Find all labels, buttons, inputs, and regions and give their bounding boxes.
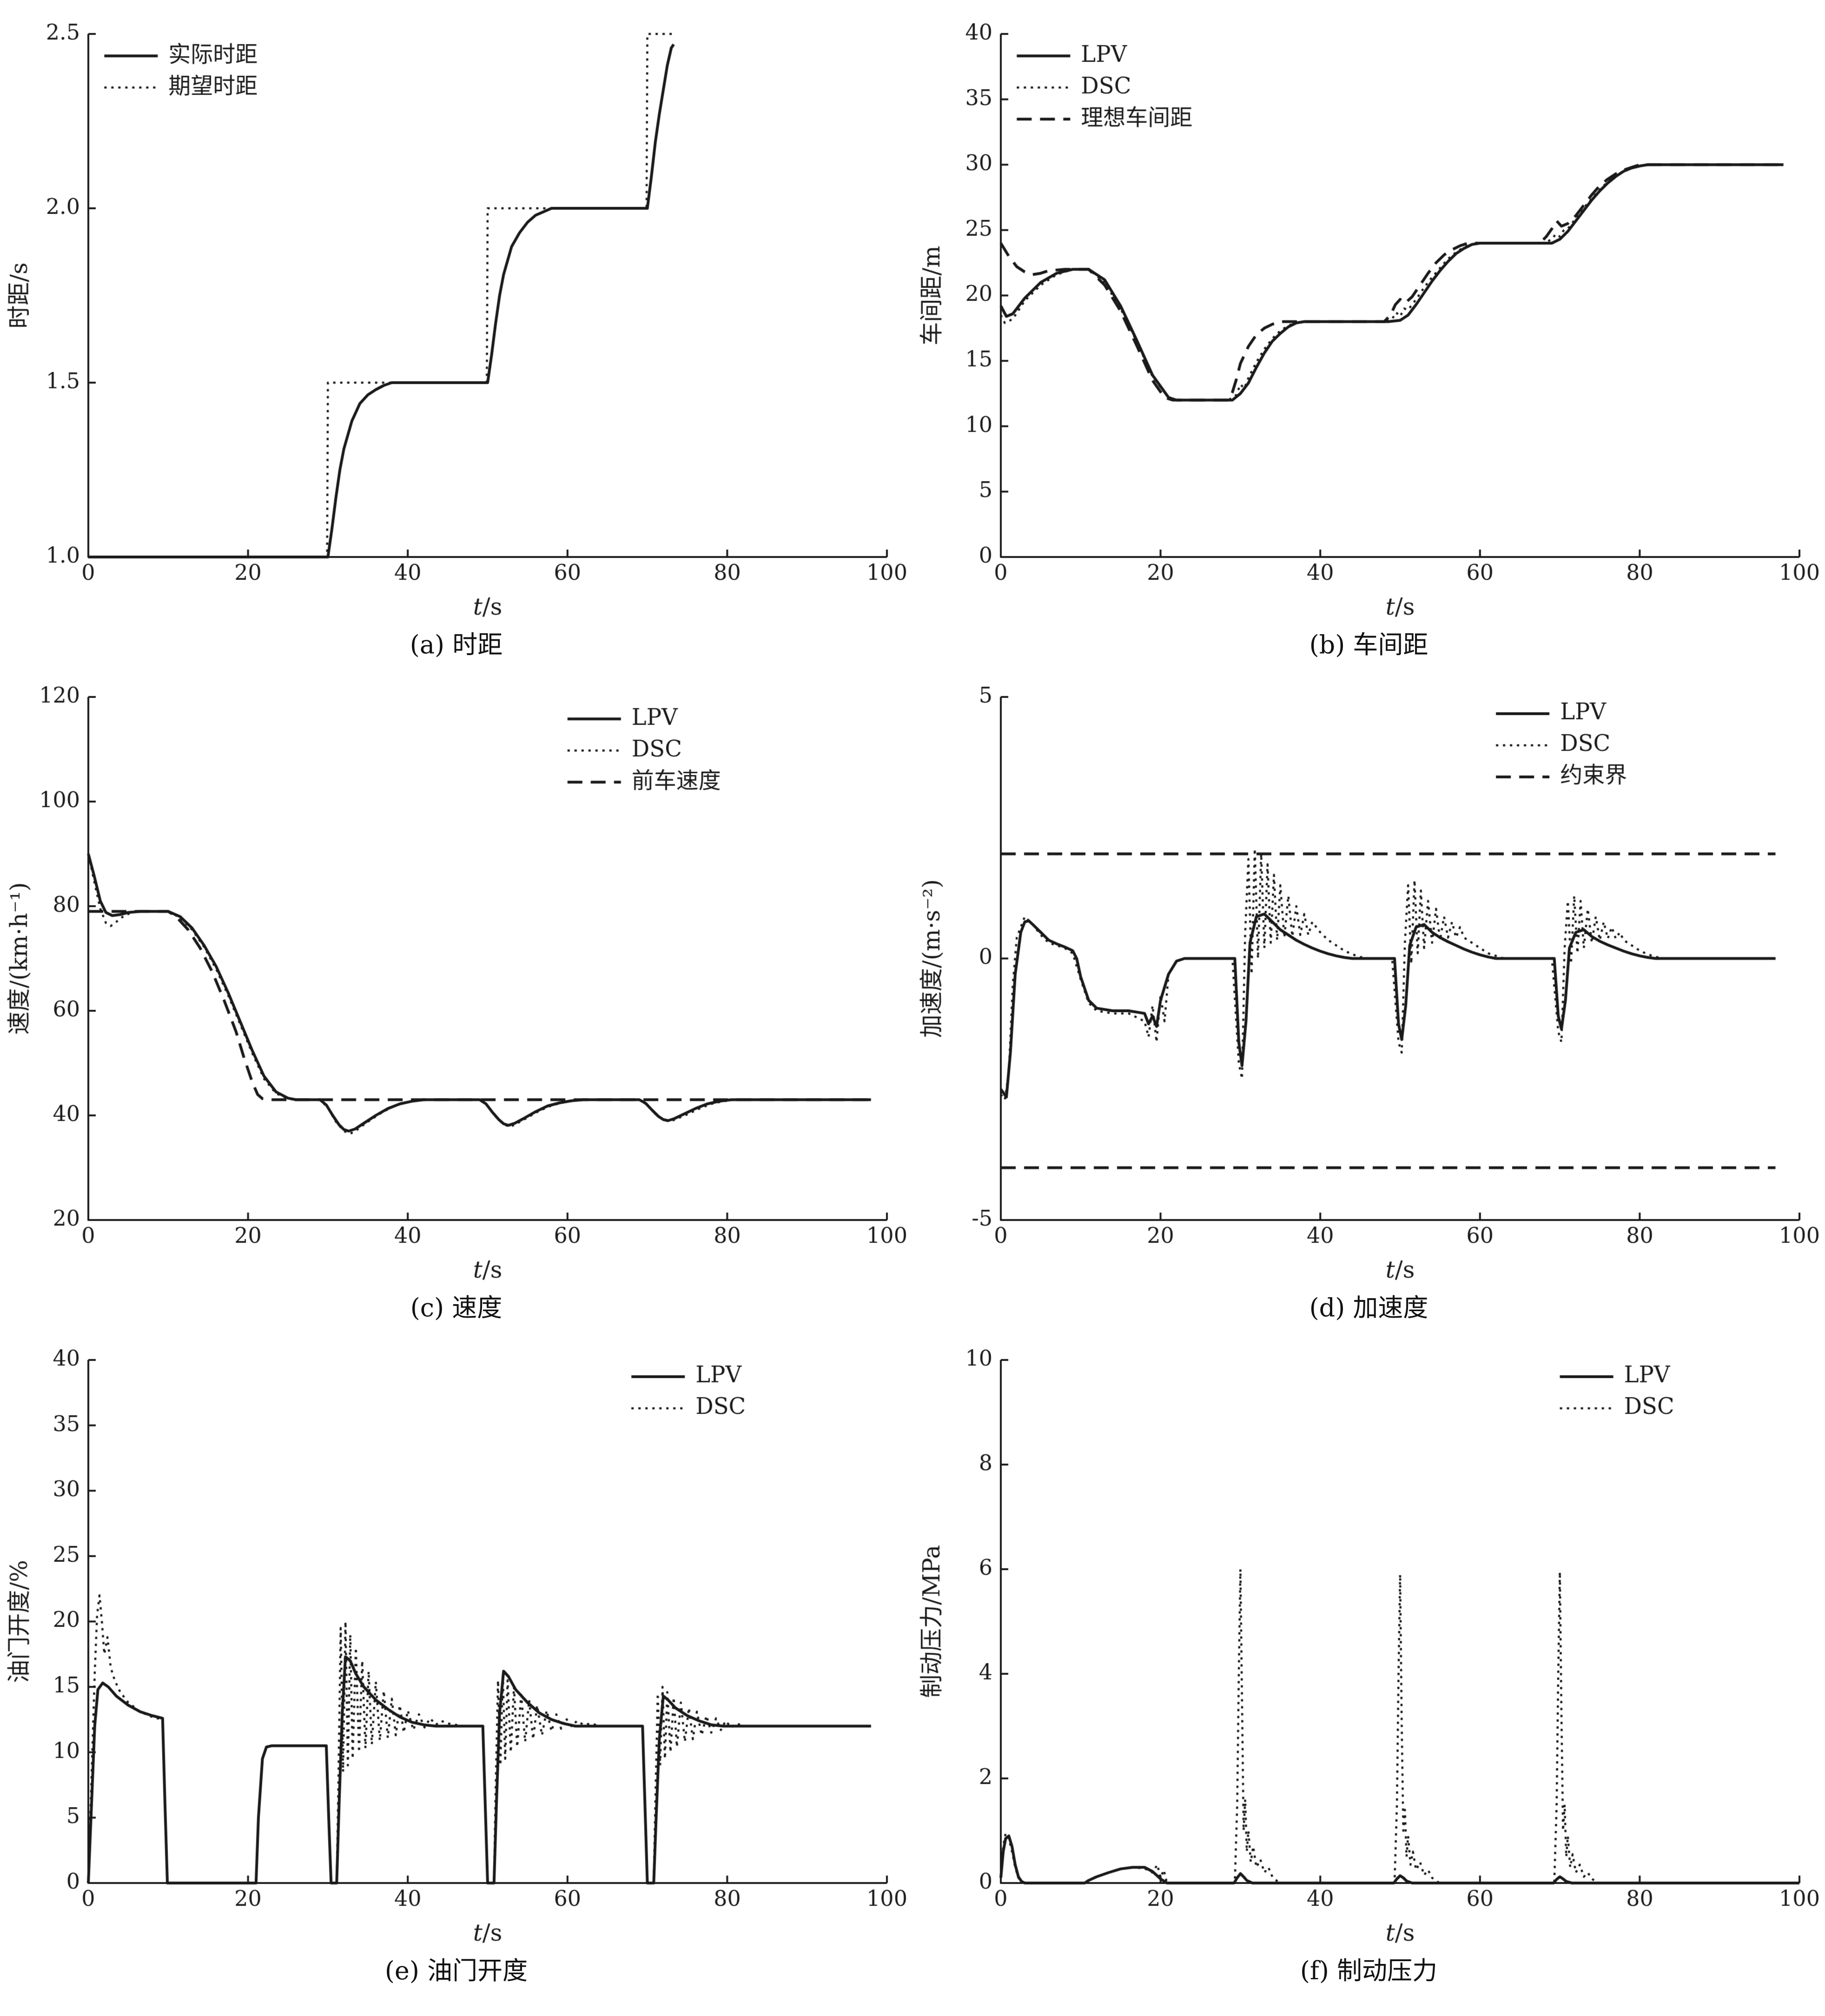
speed-chart-canvas [0, 671, 912, 1290]
throttle-caption: (e) 油门开度 [384, 1956, 528, 1985]
distance-chart-canvas [912, 8, 1825, 627]
panel-acceleration: (d) 加速度 [912, 671, 1825, 1334]
distance-caption: (b) 车间距 [1309, 630, 1428, 659]
time-gap-chart-canvas [0, 8, 912, 627]
panel-speed: (c) 速度 [0, 671, 912, 1334]
brake-pressure-chart-canvas [912, 1334, 1825, 1953]
brake-pressure-caption: (f) 制动压力 [1300, 1956, 1438, 1985]
panel-distance: (b) 车间距 [912, 8, 1825, 671]
panel-time-gap: (a) 时距 [0, 8, 912, 671]
speed-caption: (c) 速度 [410, 1293, 503, 1322]
time-gap-caption: (a) 时距 [410, 630, 503, 659]
acceleration-caption: (d) 加速度 [1309, 1293, 1428, 1322]
acceleration-chart-canvas [912, 671, 1825, 1290]
panel-brake-pressure: (f) 制动压力 [912, 1334, 1825, 1997]
panel-throttle: (e) 油门开度 [0, 1334, 912, 1997]
throttle-chart-canvas [0, 1334, 912, 1953]
